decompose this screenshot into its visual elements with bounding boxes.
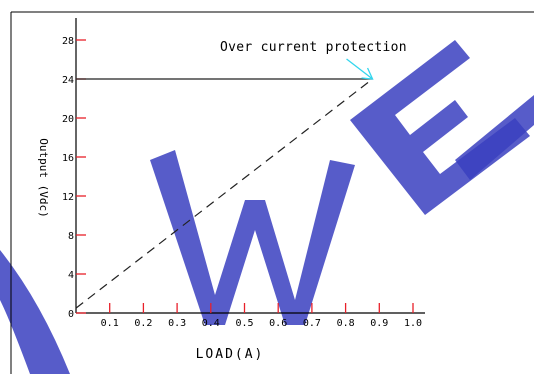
axes: 0 4 8 12 16 20 24 28 0.1 0.2 0.3 0.4 0.5 0.6 0.7 0.8 0.9…: [62, 18, 425, 329]
y-tick-label: 8: [68, 231, 74, 242]
x-tick-label: 0.2: [134, 318, 152, 329]
watermark-stroke: [0, 250, 70, 374]
annotation-arrow-head: [361, 67, 374, 80]
watermark-letter-e: [350, 40, 530, 215]
x-tick-label: 0.3: [168, 318, 186, 329]
watermark: [0, 40, 534, 374]
x-tick-label: 0.4: [202, 318, 220, 329]
y-tick-label: 4: [68, 270, 74, 281]
x-tick-label: 1.0: [404, 318, 422, 329]
y-tick-label: 0: [68, 309, 74, 320]
watermark-letter-w: [150, 150, 355, 325]
annotation-arrow-shaft: [346, 58, 373, 80]
series: [75, 78, 373, 309]
y-tick-label: 24: [62, 75, 74, 86]
series-output-voltage-line: [75, 78, 373, 309]
watermark-letter-i: [455, 95, 534, 180]
x-tick-label: 0.7: [303, 318, 321, 329]
plot-frame: [10, 11, 534, 374]
annotation-label: Over current protection: [220, 40, 407, 55]
x-tick-label: 0.1: [101, 318, 119, 329]
x-tick-label: 0.5: [235, 318, 253, 329]
y-axis-label: Output (Vdc): [37, 138, 50, 217]
x-tick-label: 0.8: [337, 318, 355, 329]
annotations: Over current protection: [220, 40, 407, 80]
y-tick-label: 12: [62, 192, 74, 203]
x-axis-label: LOAD(A): [196, 347, 265, 362]
x-tick-label: 0.6: [269, 318, 287, 329]
y-tick-label: 16: [62, 153, 74, 164]
x-tick-label: 0.9: [370, 318, 388, 329]
y-tick-label: 20: [62, 114, 74, 125]
y-tick-label: 28: [62, 36, 74, 47]
